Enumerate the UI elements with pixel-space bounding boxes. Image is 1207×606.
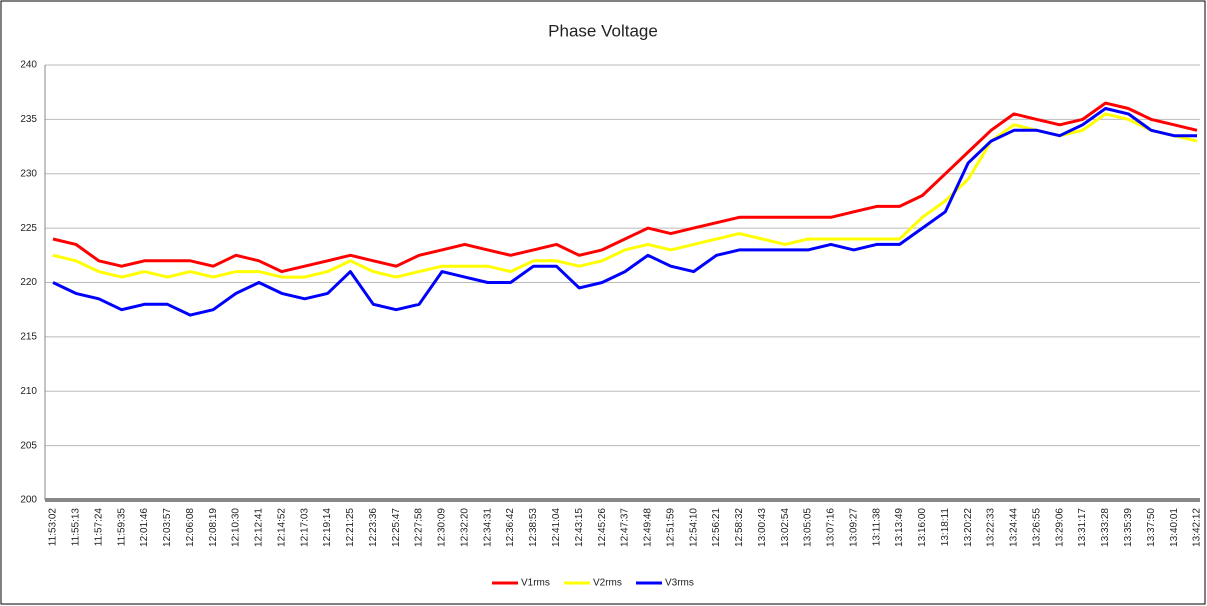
line-series	[52, 112, 1198, 279]
x-tick-label: 12:49:48	[643, 508, 654, 547]
x-tick-label: 13:02:54	[780, 508, 791, 547]
x-tick-label: 12:36:42	[505, 508, 516, 547]
x-tick-label: 13:22:33	[986, 508, 997, 547]
x-tick-label: 12:58:32	[734, 508, 745, 547]
x-tick-label: 11:59:35	[116, 508, 127, 547]
x-tick-label: 11:55:13	[71, 508, 82, 547]
x-tick-label: 11:53:02	[48, 508, 59, 547]
x-tick-label: 13:26:55	[1031, 508, 1042, 547]
x-tick-label: 12:23:36	[368, 508, 379, 547]
x-tick-label: 12:54:10	[688, 508, 699, 547]
x-tick-label: 13:09:27	[848, 508, 859, 547]
x-tick-label: 12:06:08	[185, 508, 196, 547]
x-tick-label: 12:30:09	[437, 508, 448, 547]
x-tick-label: 12:10:30	[231, 508, 242, 547]
x-tick-label: 13:11:38	[871, 508, 882, 547]
x-tick-label: 12:08:19	[208, 508, 219, 547]
x-tick-label: 12:47:37	[620, 508, 631, 547]
y-tick-label: 230	[20, 168, 37, 179]
y-tick-label: 205	[20, 440, 37, 451]
x-tick-label: 12:38:53	[528, 508, 539, 547]
line-series	[52, 107, 1197, 317]
x-tick-label: 12:27:58	[414, 508, 425, 547]
y-tick-label: 215	[20, 332, 37, 343]
x-tick-label: 13:37:50	[1146, 508, 1157, 547]
y-tick-label: 200	[20, 495, 37, 506]
x-tick-label: 12:19:14	[322, 508, 333, 547]
x-tick-label: 13:18:11	[940, 508, 951, 547]
x-tick-label: 12:21:25	[345, 508, 356, 547]
x-tick-label: 12:45:26	[597, 508, 608, 547]
x-tick-label: 12:32:20	[459, 508, 470, 547]
x-tick-label: 13:40:01	[1169, 508, 1180, 547]
x-tick-label: 13:16:00	[917, 508, 928, 547]
x-tick-label: 12:14:52	[276, 508, 287, 547]
x-tick-label: 12:12:41	[254, 508, 265, 547]
x-tick-label: 12:41:04	[551, 508, 562, 547]
legend-label: V1rms	[521, 578, 550, 589]
x-tick-label: 13:07:16	[826, 508, 837, 547]
x-tick-label: 13:05:05	[803, 508, 814, 547]
y-tick-label: 240	[20, 60, 37, 71]
legend-label: V2rms	[593, 578, 622, 589]
x-tick-label: 11:57:24	[93, 508, 104, 547]
x-tick-label: 12:17:03	[299, 508, 310, 547]
x-tick-label: 12:01:46	[139, 508, 150, 547]
y-tick-label: 225	[20, 223, 37, 234]
legend-label: V3rms	[665, 578, 694, 589]
x-tick-label: 12:56:21	[711, 508, 722, 547]
x-tick-label: 13:13:49	[894, 508, 905, 547]
x-tick-label: 13:29:06	[1054, 508, 1065, 547]
x-tick-label: 12:43:15	[574, 508, 585, 547]
y-tick-label: 235	[20, 114, 37, 125]
x-tick-label: 12:03:57	[162, 508, 173, 547]
x-tick-label: 13:42:12	[1192, 508, 1203, 547]
x-tick-label: 13:35:39	[1123, 508, 1134, 547]
y-tick-label: 210	[20, 386, 37, 397]
x-tick-label: 13:24:44	[1009, 508, 1020, 547]
y-tick-label: 220	[20, 277, 37, 288]
line-series	[52, 101, 1198, 274]
x-tick-label: 12:51:59	[665, 508, 676, 547]
x-tick-label: 12:34:31	[482, 508, 493, 547]
x-tick-label: 12:25:47	[391, 508, 402, 547]
x-tick-label: 13:33:28	[1100, 508, 1111, 547]
x-tick-label: 13:31:17	[1077, 508, 1088, 547]
x-tick-label: 13:00:43	[757, 508, 768, 547]
x-tick-label: 13:20:22	[963, 508, 974, 547]
chart-title: Phase Voltage	[548, 21, 658, 40]
